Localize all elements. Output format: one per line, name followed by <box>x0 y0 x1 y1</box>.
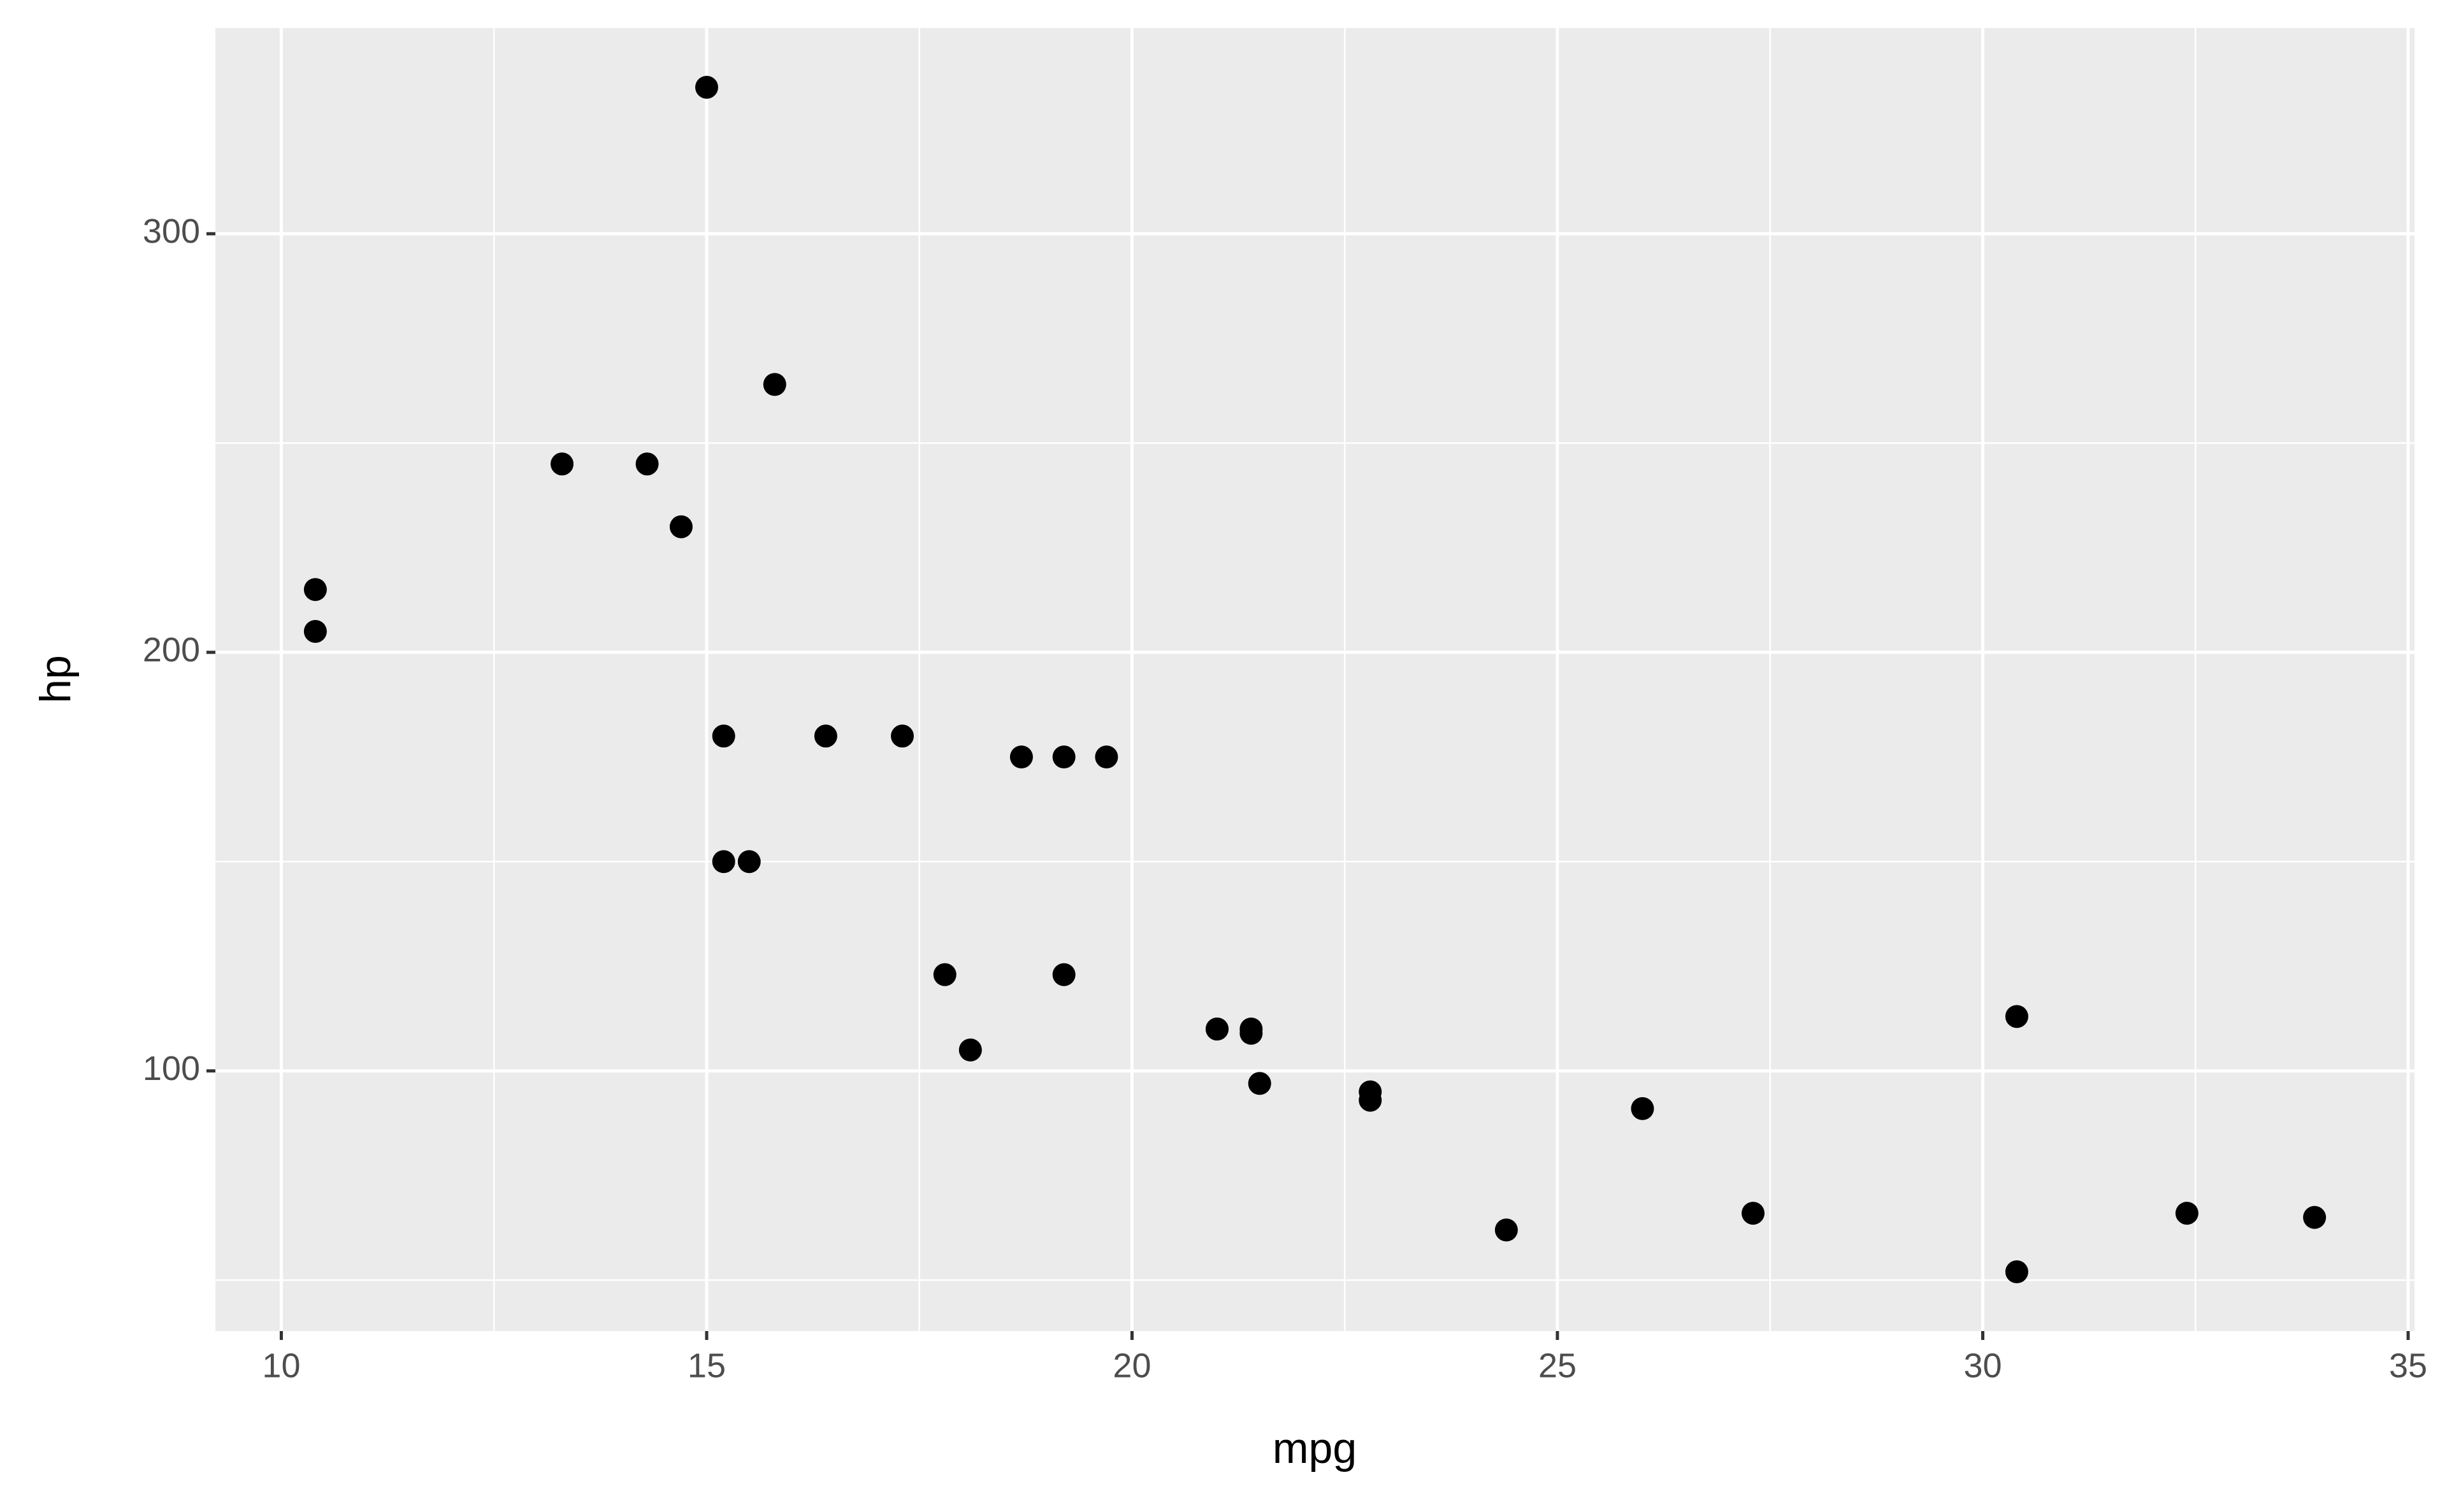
point <box>958 1038 982 1062</box>
point <box>669 515 693 538</box>
y-tick-label: 100 <box>143 1049 200 1088</box>
x-tick-label: 20 <box>1113 1346 1151 1385</box>
point <box>1248 1072 1271 1095</box>
point <box>551 452 574 476</box>
x-tick-label: 10 <box>262 1346 300 1385</box>
point <box>1095 745 1118 769</box>
y-tick-label: 200 <box>143 631 200 669</box>
x-tick-label: 15 <box>688 1346 726 1385</box>
point <box>2005 1005 2028 1028</box>
point <box>635 452 659 476</box>
point <box>1742 1202 1765 1225</box>
point <box>763 373 786 396</box>
point <box>1631 1097 1654 1120</box>
point <box>1359 1080 1382 1104</box>
y-axis-label: hp <box>31 655 80 703</box>
point <box>695 75 718 99</box>
panel <box>215 28 2415 1331</box>
point <box>2303 1206 2327 1229</box>
point <box>1052 963 1076 986</box>
point <box>1239 1021 1263 1045</box>
point <box>712 724 735 748</box>
point <box>303 578 327 601</box>
point <box>303 619 327 643</box>
x-tick-label: 35 <box>2389 1346 2427 1385</box>
point <box>1205 1018 1229 1041</box>
x-tick-label: 25 <box>1538 1346 1577 1385</box>
point <box>814 724 837 748</box>
point <box>1009 745 1033 769</box>
point <box>891 724 914 748</box>
y-tick-label: 300 <box>143 212 200 250</box>
point <box>2005 1260 2028 1284</box>
point <box>1052 745 1076 769</box>
point <box>933 963 956 986</box>
point <box>2175 1202 2198 1225</box>
point <box>1494 1218 1518 1242</box>
x-tick-label: 30 <box>1963 1346 2002 1385</box>
point <box>712 850 735 874</box>
x-axis-label: mpg <box>1273 1424 1357 1472</box>
point <box>737 850 761 874</box>
